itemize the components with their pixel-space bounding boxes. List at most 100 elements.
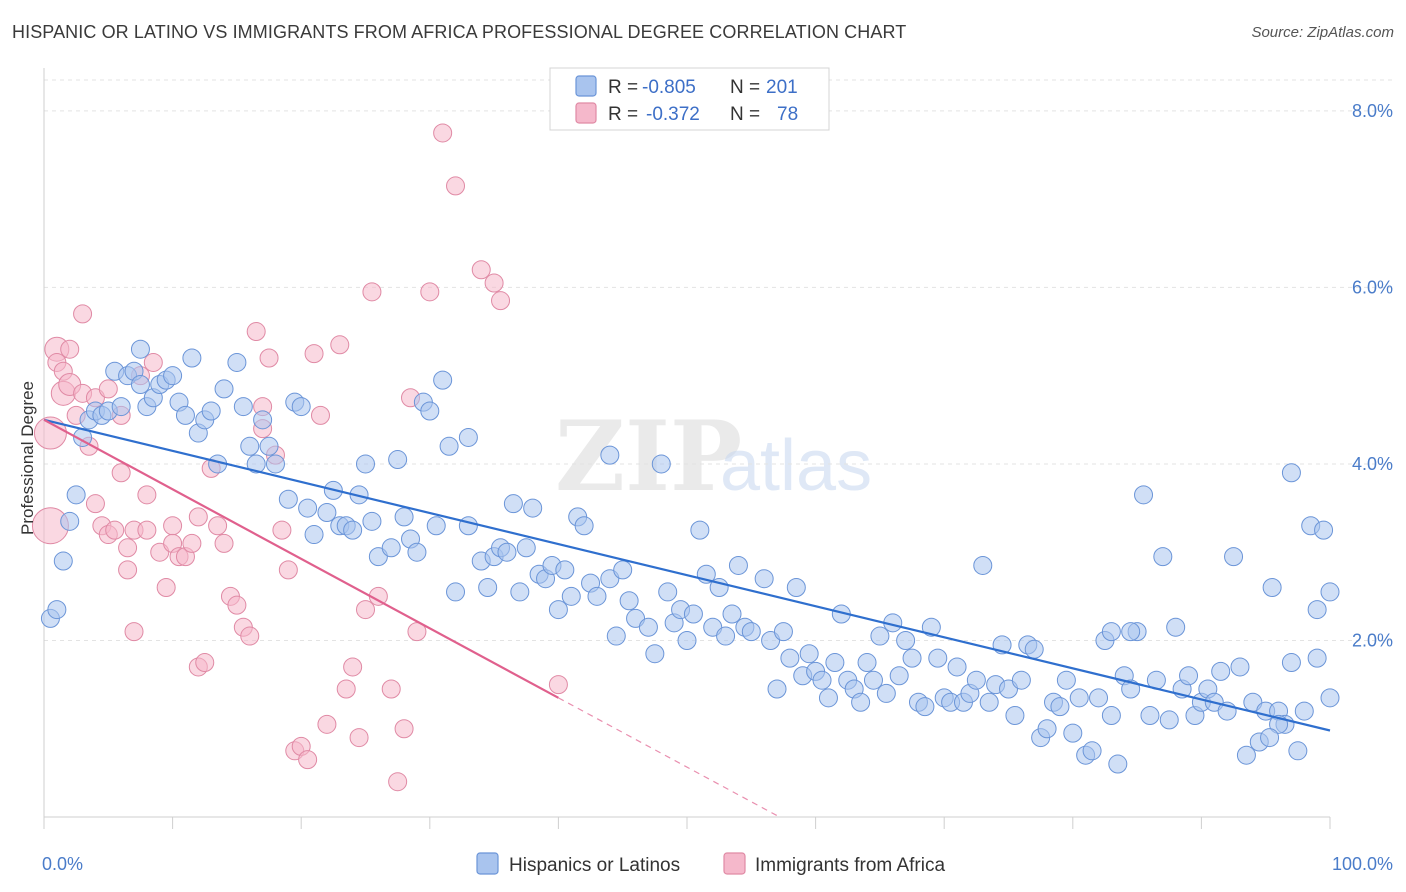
- point-hispanic-156: [1082, 741, 1102, 761]
- legend-n-value-africa: 78: [777, 104, 798, 125]
- grid: 2.0% 4.0% 6.0% 8.0%: [44, 79, 1393, 650]
- point-hispanic-26: [201, 401, 221, 421]
- point-hispanic-48: [362, 511, 382, 531]
- point-hispanic-116: [825, 653, 845, 673]
- point-hispanic-180: [1236, 745, 1256, 765]
- point-hispanic-198: [1260, 728, 1280, 748]
- point-hispanic-45: [343, 520, 363, 540]
- point-hispanic-193: [1320, 688, 1340, 708]
- point-africa-66: [388, 772, 408, 792]
- legend-r-label-hispanic: R =: [608, 77, 638, 98]
- legend-r-value-africa: -0.372: [646, 104, 700, 125]
- trend-line-africa-extension: [558, 697, 780, 818]
- point-hispanic-32: [246, 454, 266, 474]
- point-hispanic-192: [1314, 520, 1334, 540]
- point-hispanic-100: [716, 626, 736, 646]
- point-africa-55: [304, 344, 324, 364]
- point-hispanic-124: [876, 683, 896, 703]
- point-hispanic-28: [214, 379, 234, 399]
- data-points: [31, 123, 1340, 792]
- point-hispanic-114: [812, 670, 832, 690]
- point-africa-54: [298, 750, 318, 770]
- point-africa-60: [343, 657, 363, 677]
- point-hispanic-41: [317, 502, 337, 522]
- point-africa-74: [484, 273, 504, 293]
- point-hispanic-169: [1166, 617, 1186, 637]
- point-hispanic-20: [163, 366, 183, 386]
- point-africa-15: [98, 379, 118, 399]
- point-hispanic-56: [420, 401, 440, 421]
- chart-title: HISPANIC OR LATINO VS IMMIGRANTS FROM AF…: [12, 22, 907, 42]
- point-hispanic-38: [291, 397, 311, 417]
- point-hispanic-51: [388, 450, 408, 470]
- point-hispanic-144: [1005, 705, 1025, 725]
- point-hispanic-104: [741, 622, 761, 642]
- point-hispanic-145: [1011, 670, 1031, 690]
- point-hispanic-4: [66, 485, 86, 505]
- point-africa-35: [188, 507, 208, 527]
- point-africa-71: [433, 123, 453, 143]
- point-hispanic-68: [503, 494, 523, 514]
- point-africa-61: [349, 728, 369, 748]
- point-hispanic-178: [1224, 547, 1244, 567]
- point-hispanic-84: [606, 626, 626, 646]
- point-hispanic-29: [227, 352, 247, 372]
- point-hispanic-71: [523, 498, 543, 518]
- point-hispanic-86: [619, 591, 639, 611]
- point-africa-20: [118, 538, 138, 558]
- point-hispanic-35: [265, 454, 285, 474]
- watermark-zip: ZIP: [555, 400, 742, 513]
- point-hispanic-58: [433, 370, 453, 390]
- point-africa-48: [259, 348, 279, 368]
- point-hispanic-94: [677, 630, 697, 650]
- point-hispanic-33: [253, 410, 273, 430]
- point-hispanic-122: [863, 670, 883, 690]
- point-africa-58: [330, 335, 350, 355]
- point-hispanic-36: [278, 489, 298, 509]
- point-africa-57: [317, 714, 337, 734]
- point-hispanic-11: [111, 397, 131, 417]
- point-africa-30: [163, 516, 183, 536]
- point-africa-65: [381, 679, 401, 699]
- point-hispanic-188: [1288, 741, 1308, 761]
- point-africa-56: [310, 405, 330, 425]
- point-africa-63: [362, 282, 382, 302]
- point-hispanic-3: [60, 511, 80, 531]
- point-hispanic-149: [1037, 719, 1057, 739]
- point-hispanic-128: [902, 648, 922, 668]
- point-hispanic-62: [458, 516, 478, 536]
- bottom-legend-swatch-hispanic: [476, 852, 499, 875]
- y-tick-label-1: 4.0%: [1352, 454, 1393, 474]
- point-hispanic-54: [407, 542, 427, 562]
- point-hispanic-189: [1294, 701, 1314, 721]
- point-hispanic-105: [754, 569, 774, 589]
- legend-r-label-africa: R =: [608, 104, 638, 125]
- legend-swatch-africa: [575, 102, 597, 124]
- point-hispanic-76: [555, 560, 575, 580]
- point-hispanic-81: [587, 586, 607, 606]
- point-africa-19: [111, 463, 131, 483]
- point-africa-29: [156, 578, 176, 598]
- point-hispanic-107: [767, 679, 787, 699]
- point-africa-69: [407, 622, 427, 642]
- point-hispanic-67: [497, 542, 517, 562]
- point-africa-40: [214, 533, 234, 553]
- watermark-atlas: atlas: [720, 426, 872, 506]
- legend-swatch-hispanic: [575, 75, 597, 97]
- point-hispanic-96: [690, 520, 710, 540]
- point-hispanic-89: [645, 644, 665, 664]
- point-africa-9: [73, 304, 93, 324]
- point-africa-26: [137, 520, 157, 540]
- point-hispanic-121: [857, 653, 877, 673]
- point-hispanic-15: [130, 375, 150, 395]
- trend-line-hispanic: [43, 418, 1331, 732]
- point-hispanic-194: [1320, 582, 1340, 602]
- point-hispanic-160: [1108, 754, 1128, 774]
- y-axis-label: Professional Degree: [18, 381, 37, 535]
- point-hispanic-2: [53, 551, 73, 571]
- point-hispanic-184: [1262, 578, 1282, 598]
- point-africa-76: [548, 675, 568, 695]
- point-hispanic-101: [722, 604, 742, 624]
- point-hispanic-115: [818, 688, 838, 708]
